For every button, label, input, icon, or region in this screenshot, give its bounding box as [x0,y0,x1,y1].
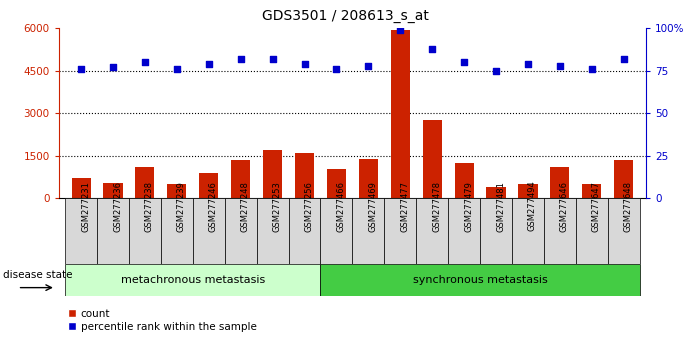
Text: metachronous metastasis: metachronous metastasis [121,275,265,285]
Text: GSM277246: GSM277246 [209,181,218,232]
Bar [359,159,378,198]
Text: GSM277248: GSM277248 [240,181,249,232]
Text: GSM277646: GSM277646 [560,181,569,232]
Legend: count, percentile rank within the sample: count, percentile rank within the sample [64,304,261,336]
Text: GSM277481: GSM277481 [496,181,505,232]
Bar [263,150,282,198]
Text: GSM277231: GSM277231 [81,181,90,232]
Point [554,63,565,69]
Bar [390,30,410,198]
Point [75,66,86,72]
Bar [455,163,474,198]
Point [267,56,278,62]
Bar [512,198,544,264]
Bar [135,167,155,198]
Text: GDS3501 / 208613_s_at: GDS3501 / 208613_s_at [262,9,429,23]
Point [491,68,502,74]
Bar [321,264,640,296]
Point [108,64,119,70]
Bar [480,198,512,264]
Bar [65,264,321,296]
Text: GSM277648: GSM277648 [624,181,633,232]
Point [618,56,630,62]
Bar [321,198,352,264]
Bar [193,198,225,264]
Bar [97,198,129,264]
Text: disease state: disease state [3,270,73,280]
Point [459,59,470,65]
Bar [550,167,569,198]
Bar [256,198,289,264]
Point [299,61,310,67]
Bar [71,178,91,198]
Bar [486,187,506,198]
Bar [583,184,601,198]
Text: GSM277238: GSM277238 [145,181,154,232]
Bar [231,160,250,198]
Point [140,59,151,65]
Bar [199,173,218,198]
Text: synchronous metastasis: synchronous metastasis [413,275,547,285]
Point [203,61,214,67]
Bar [167,184,187,198]
Text: GSM277494: GSM277494 [528,181,537,232]
Bar [448,198,480,264]
Point [363,63,374,69]
Bar [576,198,608,264]
Text: GSM277478: GSM277478 [432,181,442,232]
Text: GSM277253: GSM277253 [273,181,282,232]
Bar [423,120,442,198]
Text: GSM277647: GSM277647 [591,181,600,232]
Bar [608,198,640,264]
Text: GSM277479: GSM277479 [464,181,473,232]
Bar [289,198,321,264]
Bar [225,198,256,264]
Bar [518,184,538,198]
Text: GSM277239: GSM277239 [177,181,186,232]
Bar [352,198,384,264]
Bar [384,198,416,264]
Point [235,56,246,62]
Bar [614,160,634,198]
Point [426,46,437,52]
Text: GSM277469: GSM277469 [368,181,377,232]
Bar [104,183,122,198]
Point [331,66,342,72]
Bar [129,198,161,264]
Text: GSM277256: GSM277256 [305,181,314,232]
Point [395,27,406,33]
Bar [327,169,346,198]
Text: GSM277466: GSM277466 [337,181,346,232]
Bar [161,198,193,264]
Bar [65,198,97,264]
Bar [295,153,314,198]
Text: GSM277477: GSM277477 [400,181,409,232]
Bar [416,198,448,264]
Bar [544,198,576,264]
Point [171,66,182,72]
Text: GSM277236: GSM277236 [113,181,122,232]
Point [522,61,533,67]
Point [586,66,597,72]
